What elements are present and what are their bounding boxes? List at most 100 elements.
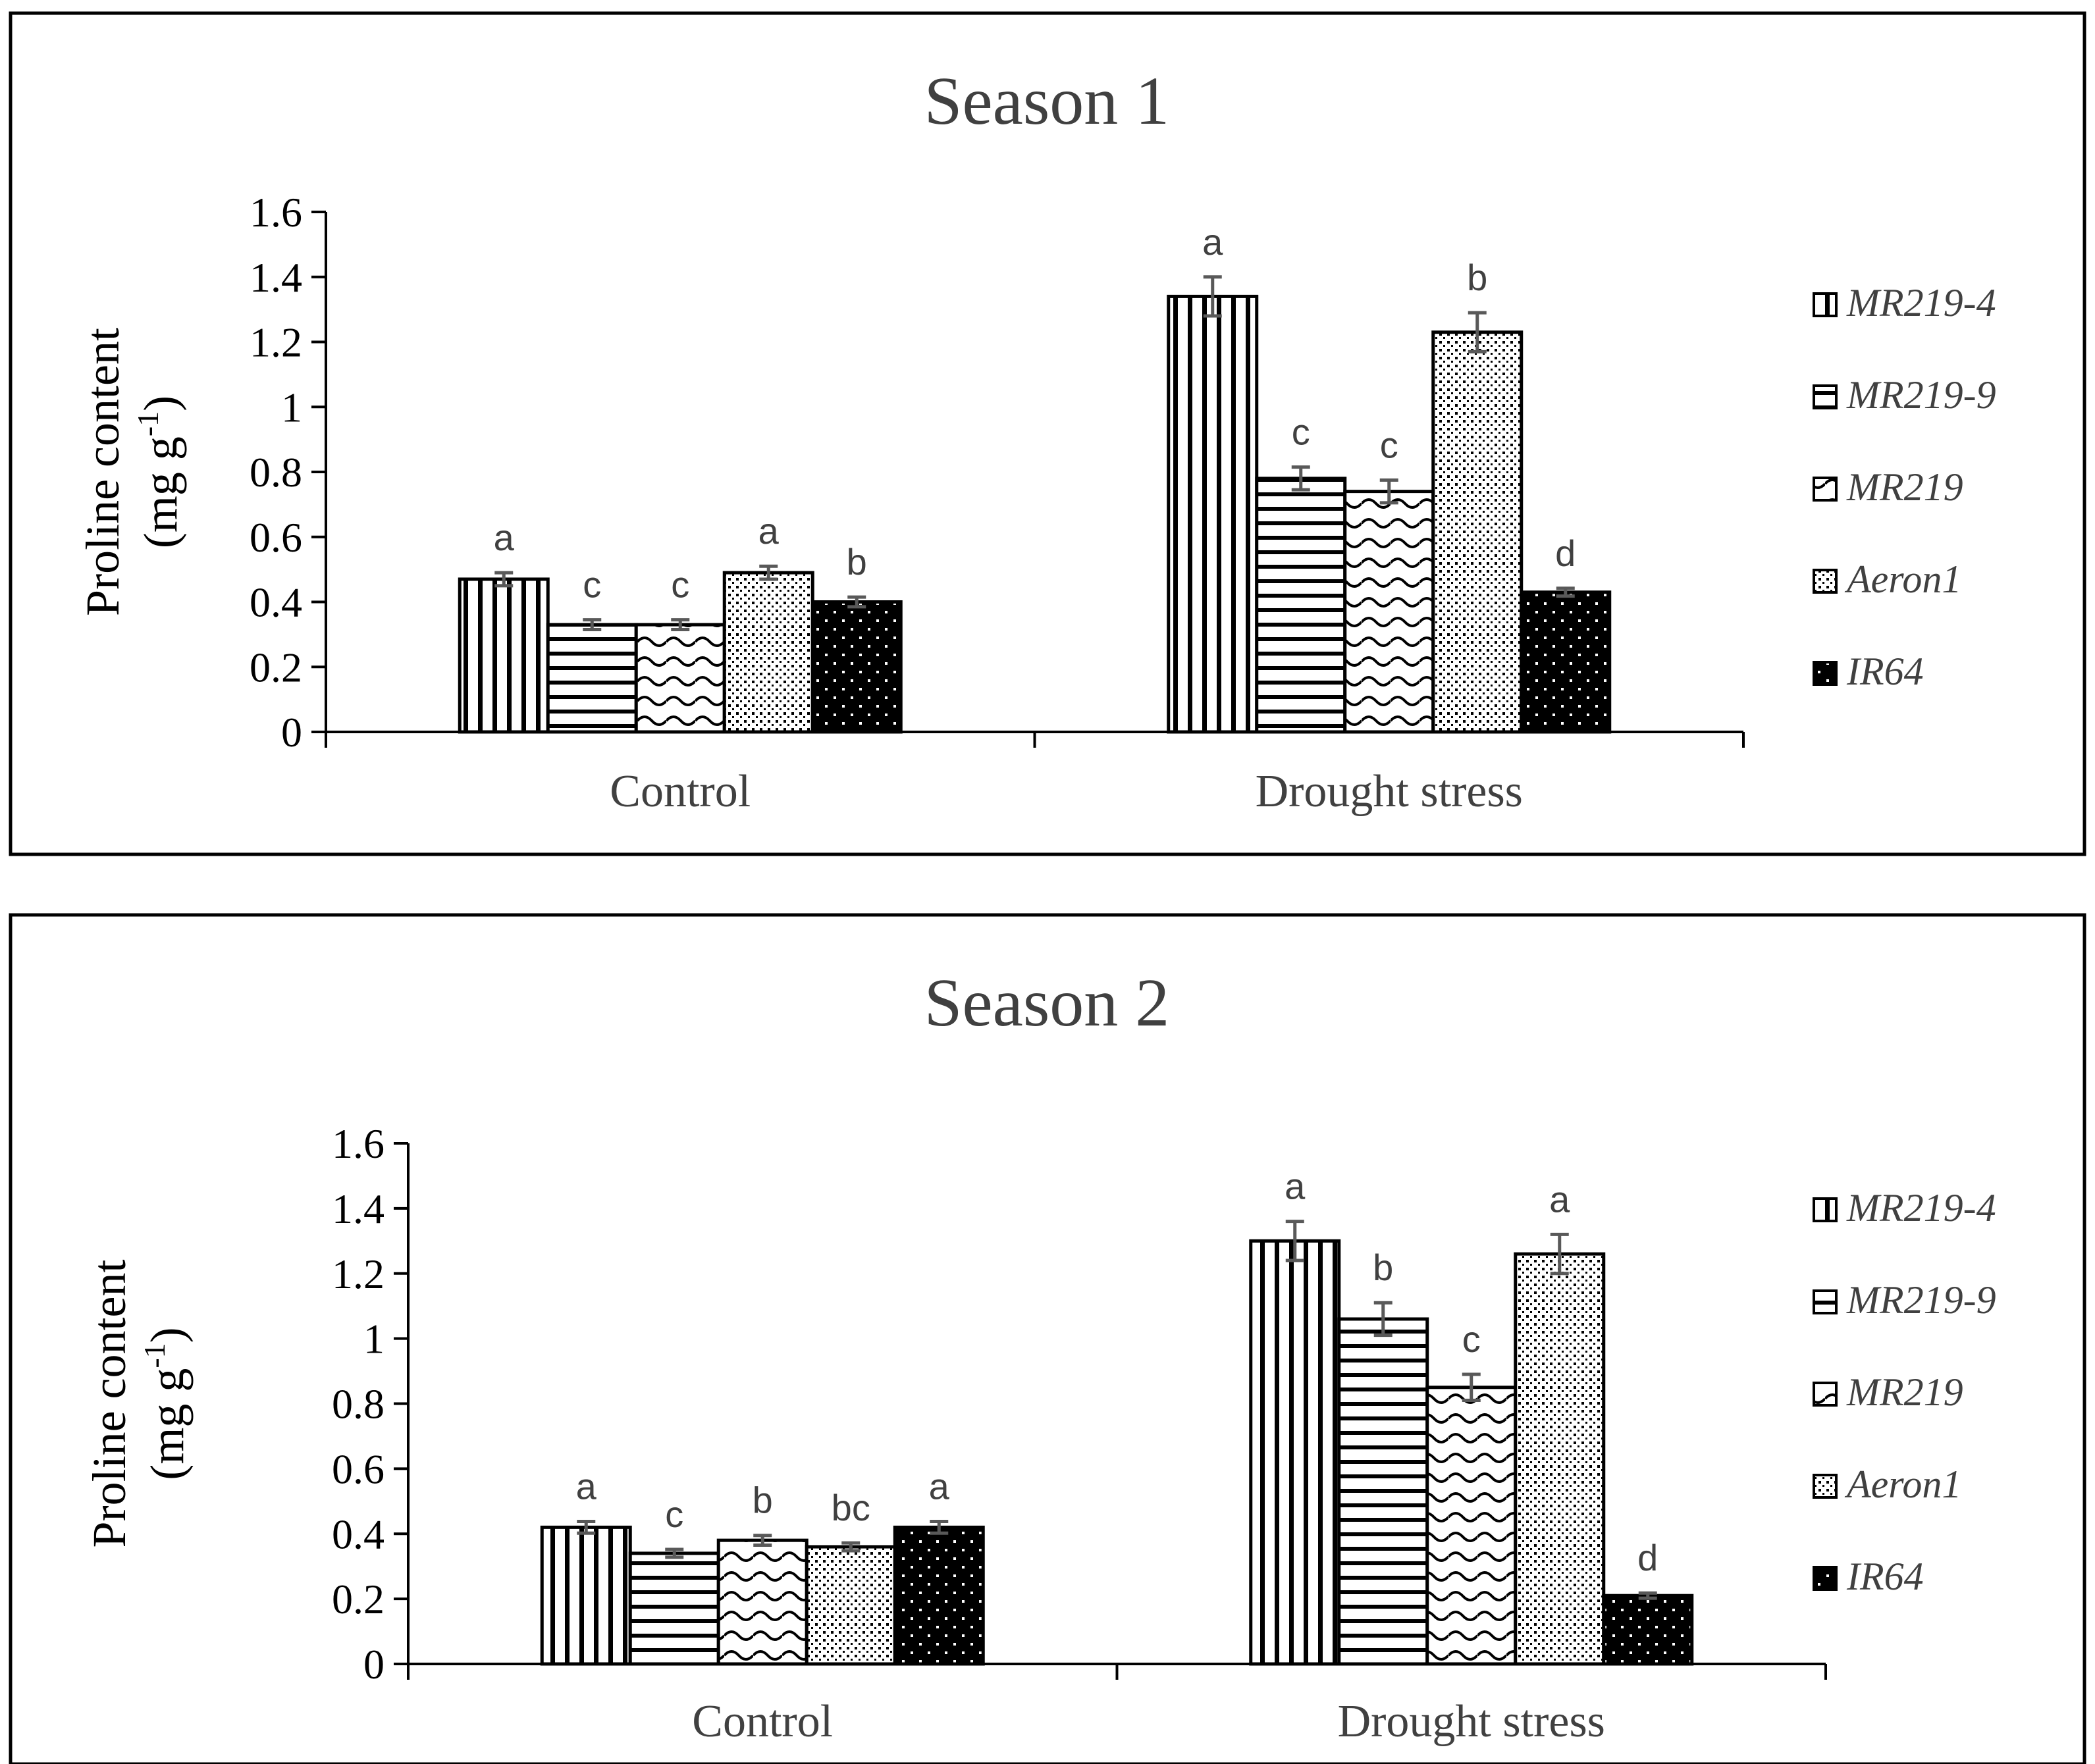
- legend-label: MR219: [1846, 1370, 1963, 1414]
- legend-swatch: [1813, 292, 1838, 317]
- y-axis-label-superscript: -1: [138, 1343, 171, 1368]
- y-axis-label-close: ): [134, 396, 187, 411]
- bar-ir64-drought-stress: [1602, 1594, 1694, 1666]
- legend-label: IR64: [1846, 1555, 1924, 1598]
- significance-letter: a: [758, 510, 780, 552]
- legend-swatch: [1813, 477, 1838, 502]
- y-axis-label-close: ): [141, 1327, 194, 1343]
- chart-title: Season 2: [924, 965, 1170, 1041]
- legend-label: MR219-4: [1846, 1186, 1996, 1230]
- bar-mr219-drought-stress: [1425, 1386, 1518, 1666]
- legend-swatch: [1813, 1197, 1838, 1222]
- chart-frame: [9, 913, 2086, 1764]
- legend-swatch: [1813, 384, 1838, 409]
- y-axis-label: Proline content (mg g-1): [83, 1260, 194, 1548]
- y-axis-label-unit: (mg g: [134, 436, 187, 548]
- y-axis-label-unit: (mg g: [141, 1368, 194, 1480]
- y-tick-label: 1.4: [250, 254, 302, 301]
- y-tick-label: 0.6: [332, 1445, 385, 1492]
- y-tick-label: 0.4: [250, 579, 302, 626]
- y-tick-label: 0: [363, 1641, 385, 1688]
- significance-letter: b: [1373, 1247, 1393, 1288]
- significance-letter: b: [1467, 257, 1487, 298]
- bar-mr219-4-drought-stress: [1167, 294, 1259, 734]
- significance-letter: c: [665, 1493, 683, 1535]
- y-axis-label-line2: (mg g-1): [138, 1327, 194, 1480]
- y-tick-label: 0.2: [332, 1576, 385, 1622]
- significance-letter: c: [671, 564, 689, 606]
- legend-swatch: [1813, 569, 1838, 594]
- bar-aeron1-drought-stress: [1514, 1252, 1606, 1666]
- chart-panel-season-2: Season 2 0 0.2 0.4 0.6 0.8 1 1.2 1.4 1.6 Proline c…: [0, 895, 2095, 1764]
- significance-letter: a: [1549, 1178, 1570, 1220]
- significance-letter: a: [1202, 221, 1223, 263]
- y-axis-label-line2: (mg g-1): [131, 396, 187, 548]
- bar-aeron1-control: [805, 1545, 897, 1666]
- y-axis-label-line1: Proline content: [83, 1260, 136, 1548]
- significance-letter: a: [576, 1465, 597, 1507]
- significance-letter: a: [1285, 1166, 1306, 1207]
- legend-label: MR219-4: [1846, 281, 1996, 324]
- y-tick-label: 1: [363, 1316, 385, 1362]
- bar-ir64-drought-stress: [1520, 590, 1612, 734]
- y-axis-label-line1: Proline content: [76, 328, 129, 616]
- legend-swatch: [1813, 1289, 1838, 1314]
- chart-panel-season-1: Season 1 0 0.2 0.4 0.6 0.8 1 1.2 1.4 1.6 Proline c…: [0, 0, 2095, 869]
- y-tick-label: 1.2: [332, 1251, 385, 1297]
- bar-mr219-9-control: [628, 1551, 720, 1666]
- significance-letter: a: [929, 1465, 950, 1507]
- x-category-label: Control: [610, 766, 751, 817]
- bar-ir64-control: [893, 1525, 985, 1666]
- significance-letter: d: [1555, 532, 1576, 574]
- y-tick-label: 0.2: [250, 644, 302, 690]
- significance-letter: b: [753, 1480, 773, 1521]
- bar-mr219-control: [716, 1538, 809, 1666]
- significance-letter: c: [583, 564, 601, 606]
- chart-frame: [9, 11, 2086, 856]
- significance-letter: bc: [832, 1487, 870, 1528]
- significance-letter: c: [1380, 424, 1398, 465]
- bar-mr219-drought-stress: [1343, 490, 1435, 734]
- bar-mr219-9-drought-stress: [1255, 477, 1347, 734]
- chart-title: Season 1: [924, 63, 1170, 139]
- bar-mr219-4-control: [540, 1525, 632, 1666]
- bar-aeron1-control: [722, 571, 814, 734]
- legend-label: IR64: [1846, 650, 1924, 693]
- x-category-label: Control: [692, 1696, 833, 1747]
- bar-ir64-control: [810, 600, 903, 734]
- legend-label: MR219-9: [1846, 373, 1996, 417]
- legend-label: MR219: [1846, 465, 1963, 509]
- significance-letter: c: [1292, 411, 1310, 453]
- y-axis-label: Proline content (mg g-1): [76, 328, 187, 616]
- legend-label: Aeron1: [1844, 558, 1961, 601]
- y-tick-label: 1.2: [250, 319, 302, 366]
- y-axis-label-superscript: -1: [131, 411, 165, 436]
- bar-mr219-4-drought-stress: [1249, 1239, 1341, 1666]
- bar-mr219-control: [634, 623, 726, 734]
- y-tick-label: 0.8: [250, 449, 302, 496]
- legend-swatch: [1813, 1474, 1838, 1499]
- bar-mr219-9-drought-stress: [1337, 1317, 1429, 1666]
- significance-letter: b: [847, 541, 867, 583]
- y-tick-label: 0.4: [332, 1511, 385, 1557]
- legend-swatch: [1813, 1382, 1838, 1407]
- y-tick-label: 1.6: [332, 1120, 385, 1167]
- significance-letter: c: [1462, 1318, 1481, 1360]
- bar-mr219-9-control: [546, 623, 638, 734]
- legend-swatch: [1813, 1566, 1838, 1591]
- y-tick-label: 1.4: [332, 1185, 385, 1232]
- y-tick-label: 0.8: [332, 1381, 385, 1428]
- significance-letter: a: [494, 517, 515, 558]
- bar-aeron1-drought-stress: [1431, 330, 1524, 734]
- legend-label: MR219-9: [1846, 1278, 1996, 1322]
- x-category-label: Drought stress: [1256, 766, 1523, 817]
- y-tick-label: 1: [281, 384, 302, 430]
- y-tick-label: 1.6: [250, 189, 302, 236]
- y-tick-label: 0.6: [250, 514, 302, 561]
- x-category-label: Drought stress: [1338, 1696, 1605, 1747]
- chart-season-1: Season 1 0 0.2 0.4 0.6 0.8 1 1.2 1.4 1.6 Proline c…: [9, 11, 2086, 856]
- legend-label: Aeron1: [1844, 1463, 1961, 1506]
- legend-swatch: [1813, 661, 1838, 686]
- significance-letter: d: [1637, 1537, 1658, 1578]
- chart-season-2: Season 2 0 0.2 0.4 0.6 0.8 1 1.2 1.4 1.6 Proline c…: [9, 913, 2086, 1764]
